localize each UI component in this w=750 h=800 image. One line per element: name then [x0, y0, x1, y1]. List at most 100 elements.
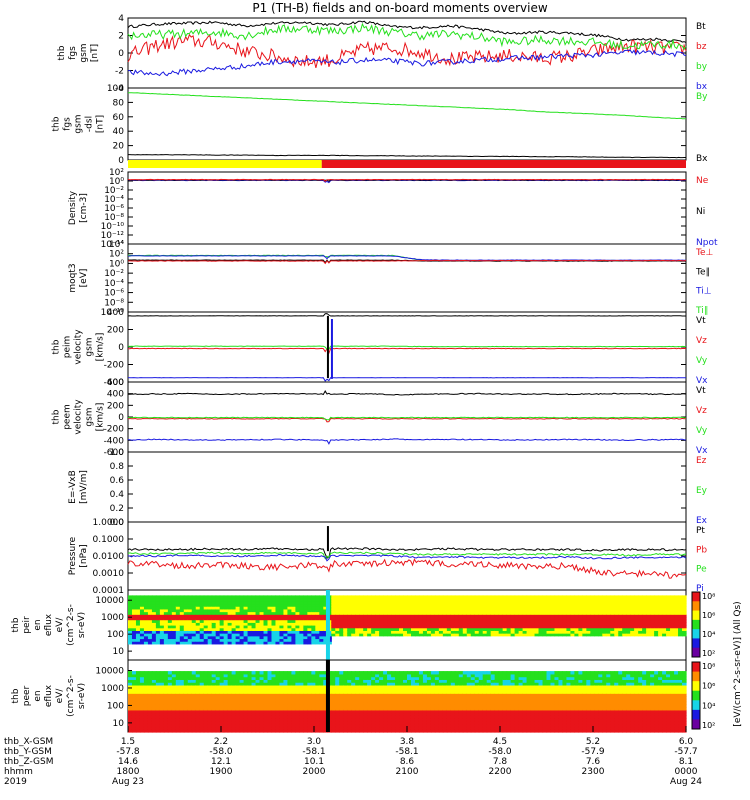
spectrogram-cell: [534, 595, 540, 599]
spectrogram-cell: [371, 715, 376, 719]
spectrogram-cell: [550, 608, 556, 613]
spectrogram-cell: [179, 720, 185, 725]
spectrogram-cell: [143, 622, 149, 626]
spectrogram-cell: [159, 704, 165, 708]
spectrogram-cell: [530, 622, 536, 626]
legend-vx: Vx: [696, 446, 708, 456]
spectrogram-cell: [391, 625, 396, 629]
spectrogram-cell: [566, 720, 572, 725]
spectrogram-cell: [295, 718, 300, 722]
spectrogram-cell: [323, 627, 328, 631]
spectrogram-cell: [522, 619, 528, 623]
spectrogram-cell: [147, 598, 153, 602]
spectrogram-cell: [410, 726, 416, 730]
spectrogram-cell: [295, 682, 300, 686]
spectrogram-cell: [494, 598, 500, 602]
spectrogram-cell: [530, 704, 536, 708]
spectrogram-cell: [482, 671, 488, 675]
spectrogram-cell: [562, 625, 568, 629]
spectrogram-cell: [275, 600, 281, 605]
spectrogram-cell: [410, 709, 416, 714]
spectrogram-cell: [215, 682, 221, 686]
spectrogram-cell: [131, 712, 137, 716]
spectrogram-cell: [486, 726, 492, 730]
spectrogram-cell: [442, 693, 448, 697]
spectrogram-cell: [143, 641, 149, 645]
spectrogram-cell: [191, 676, 197, 680]
spectrogram-cell: [179, 690, 185, 694]
spectrogram-cell: [458, 595, 464, 599]
spectrogram-cell: [295, 729, 300, 733]
spectrogram-cell: [510, 682, 516, 686]
spectrogram-cell: [147, 671, 153, 675]
spectrogram-cell: [446, 671, 452, 675]
spectrogram-cell: [231, 718, 237, 722]
spectrogram-cell: [610, 595, 615, 599]
spectrogram-cell: [574, 619, 579, 623]
spectrogram-cell: [203, 600, 209, 605]
spectrogram-cell: [642, 616, 647, 621]
spectrogram-cell: [391, 673, 396, 678]
spectrogram-cell: [135, 690, 141, 694]
spectrogram-cell: [391, 701, 396, 705]
spectrogram-cell: [227, 690, 233, 694]
spectrogram-cell: [359, 693, 364, 697]
y-axis-label: fgs: [68, 46, 78, 60]
spectrogram-cell: [514, 616, 520, 621]
spectrogram-cell: [438, 715, 444, 719]
spectrogram-cell: [570, 673, 575, 678]
spectrogram-cell: [135, 696, 141, 700]
spectrogram-cell: [159, 698, 165, 703]
spectrogram-cell: [674, 611, 679, 615]
spectrogram-cell: [363, 723, 368, 728]
spectrogram-cell: [219, 679, 225, 683]
spectrogram-cell: [630, 603, 635, 607]
spectrogram-cell: [351, 687, 356, 692]
spectrogram-cell: [235, 693, 241, 697]
spectrogram-cell: [399, 603, 404, 607]
spectrogram-cell: [319, 712, 324, 716]
spectrogram-cell: [538, 726, 544, 730]
spectrogram-cell: [215, 712, 221, 716]
spectrogram-cell: [482, 684, 488, 689]
spectrogram-cell: [128, 709, 133, 714]
spectrogram-cell: [490, 718, 496, 722]
spectrogram-cell: [291, 726, 296, 730]
spectrogram-cell: [351, 712, 356, 716]
spectrogram-cell: [319, 696, 324, 700]
spectrogram-cell: [199, 641, 205, 645]
spectrogram-cell: [207, 627, 213, 631]
spectrogram-cell: [291, 671, 296, 675]
spectrogram-cell: [546, 704, 552, 708]
spectrogram-cell: [538, 693, 544, 697]
spectrogram-cell: [311, 696, 316, 700]
spectrogram-cell: [422, 598, 428, 602]
spectrogram-cell: [267, 641, 273, 645]
spectrogram-cell: [207, 687, 213, 692]
spectrogram-cell: [195, 715, 201, 719]
spectrogram-cell: [486, 627, 492, 631]
spectrogram-cell: [403, 718, 408, 722]
spectrogram-cell: [550, 630, 556, 634]
spectrogram-cell: [466, 619, 472, 623]
spectrogram-cell: [399, 696, 404, 700]
spectrogram-cell: [446, 600, 452, 605]
spectrogram-cell: [263, 603, 269, 607]
spectrogram-cell: [446, 673, 452, 678]
legend-pi: Pi: [696, 584, 704, 594]
spectrogram-cell: [171, 671, 177, 675]
series-line-bz: [127, 33, 687, 69]
spectrogram-cell: [478, 707, 484, 711]
spectrogram-cell: [259, 701, 265, 705]
spectrogram-cell: [526, 600, 532, 605]
spectrogram-cell: [291, 723, 296, 728]
spectrogram-cell: [506, 698, 512, 703]
spectrogram-cell: [375, 600, 380, 605]
spectrogram-cell: [227, 630, 233, 634]
spectrogram-cell: [610, 606, 615, 610]
spectrogram-cell: [466, 690, 472, 694]
spectrogram-cell: [315, 709, 320, 714]
spectrogram-cell: [255, 619, 261, 623]
spectrogram-cell: [255, 603, 261, 607]
spectrogram-cell: [430, 627, 436, 631]
